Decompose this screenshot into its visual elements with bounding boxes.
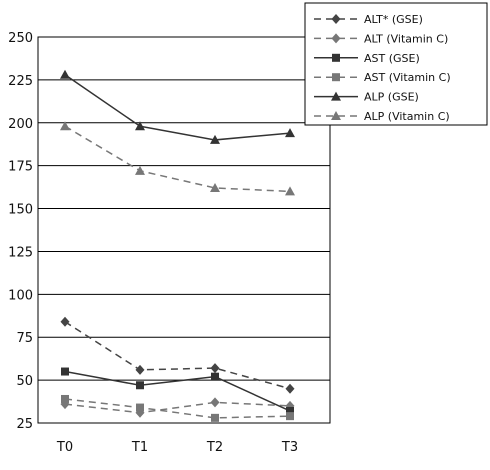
legend: ALT* (GSE) ALT (Vitamin C) AST (GSE) AST (V…	[304, 2, 488, 126]
x-tick-label: T0	[56, 440, 73, 455]
data-point	[210, 397, 220, 408]
x-tick-label: T2	[206, 440, 223, 455]
y-tick-label: 75	[16, 331, 33, 346]
y-axis-ticks: 25 50 75 100 125 150 175 200 225 250	[8, 31, 33, 432]
legend-box	[304, 2, 488, 126]
legend-marker	[331, 111, 341, 120]
legend-label: ALT (Vitamin C)	[364, 32, 448, 45]
y-tick-label: 100	[8, 288, 33, 303]
data-point	[136, 403, 144, 412]
data-point	[210, 182, 220, 192]
data-point	[60, 121, 70, 131]
series-5	[60, 69, 295, 144]
series-line	[64, 321, 291, 390]
series-line	[64, 401, 291, 414]
series-line	[64, 125, 291, 193]
x-tick-label: T1	[131, 440, 148, 455]
data-point	[211, 413, 219, 422]
series-4	[61, 394, 294, 422]
data-point	[61, 367, 69, 376]
series-3	[61, 367, 294, 415]
series-line	[64, 74, 291, 141]
data-point	[285, 186, 295, 196]
data-point	[285, 128, 295, 138]
legend-item: ALP (Vitamin C)	[314, 110, 450, 123]
data-point	[135, 121, 145, 131]
legend-marker	[331, 91, 341, 101]
y-tick-label: 225	[8, 74, 33, 89]
series-1	[60, 316, 295, 394]
legend-label: ALT* (GSE)	[364, 13, 423, 26]
y-tick-label: 175	[8, 160, 33, 175]
y-tick-label: 25	[16, 417, 33, 432]
legend-label: AST (Vitamin C)	[364, 71, 451, 84]
legend-label: ALP (GSE)	[364, 91, 419, 104]
y-tick-label: 200	[8, 117, 33, 132]
y-tick-label: 150	[8, 203, 33, 218]
data-point	[286, 406, 294, 415]
data-point	[210, 134, 220, 144]
x-axis-ticks: T0 T1 T2 T3	[56, 440, 298, 455]
series-line	[64, 370, 291, 412]
legend-item: AST (GSE)	[314, 52, 420, 65]
data-point	[135, 364, 145, 375]
data-point	[210, 363, 220, 374]
data-point	[60, 316, 70, 327]
legend-marker	[331, 14, 341, 24]
legend-item: ALT (Vitamin C)	[314, 32, 448, 45]
data-point	[135, 165, 145, 175]
data-point	[60, 69, 70, 79]
series-line	[64, 398, 291, 419]
gridlines	[38, 36, 330, 424]
x-tick-label: T3	[281, 440, 298, 455]
data-point	[286, 412, 294, 421]
y-tick-label: 125	[8, 245, 33, 260]
data-point	[61, 394, 69, 403]
legend-item: AST (Vitamin C)	[314, 71, 451, 84]
data-point	[136, 381, 144, 390]
legend-label: AST (GSE)	[364, 52, 420, 65]
legend-marker	[332, 73, 340, 82]
y-tick-label: 50	[16, 374, 33, 389]
series-6	[60, 121, 295, 196]
data-point	[285, 383, 295, 394]
data-point	[211, 372, 219, 381]
legend-label: ALP (Vitamin C)	[364, 110, 450, 123]
legend-item: ALT* (GSE)	[314, 13, 423, 26]
series-group	[60, 69, 295, 422]
legend-marker	[332, 53, 340, 62]
legend-marker	[331, 33, 341, 44]
y-tick-label: 250	[8, 31, 33, 46]
legend-item: ALP (GSE)	[314, 91, 419, 104]
plot-area	[37, 36, 331, 424]
